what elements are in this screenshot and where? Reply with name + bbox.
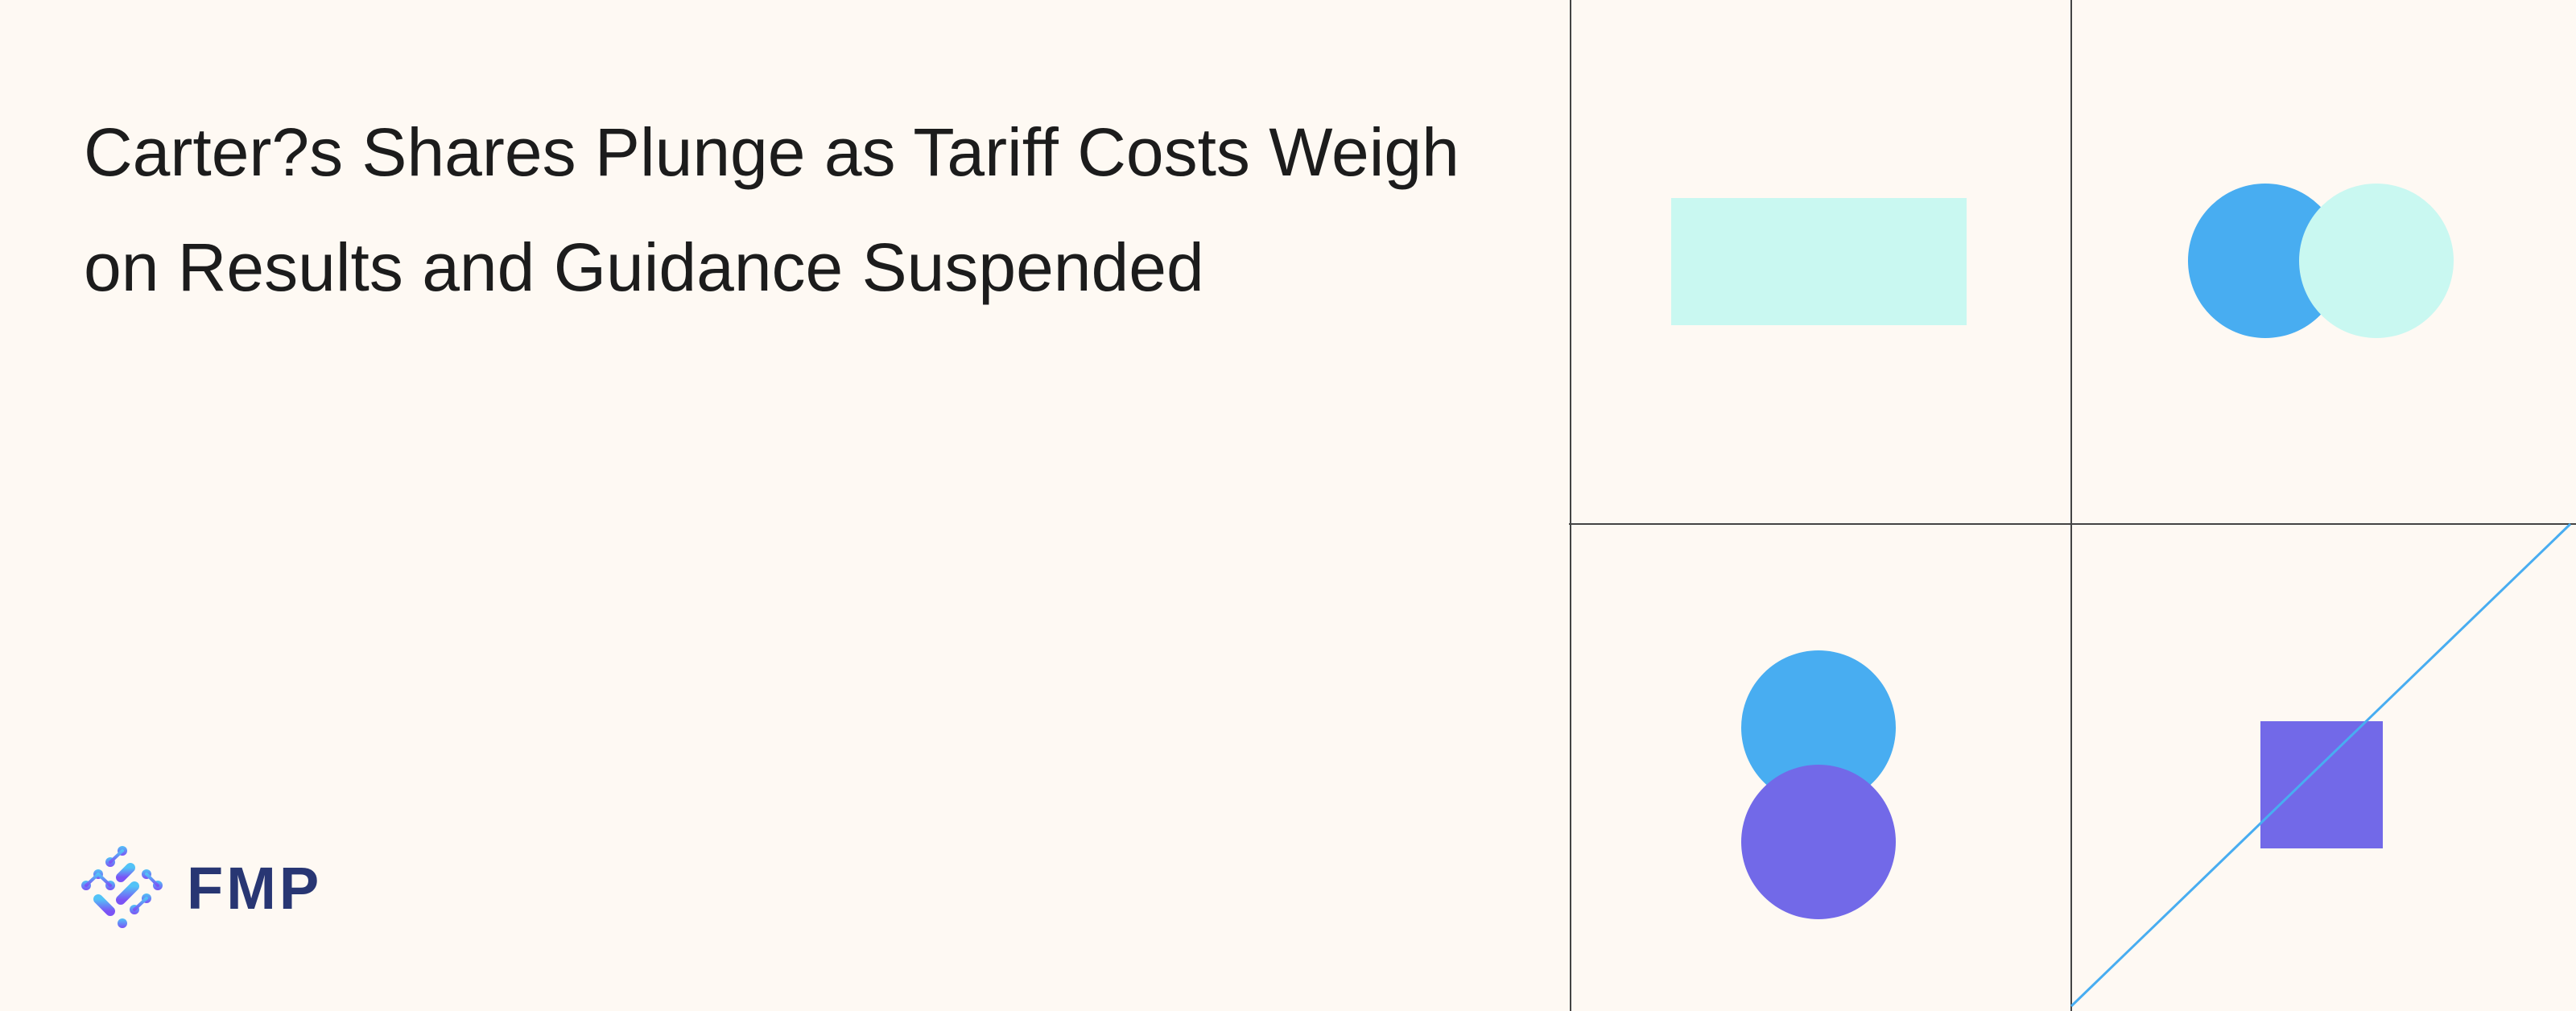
blue-circle-bottom (1741, 650, 1896, 805)
mint-circle-top (2299, 184, 2454, 338)
fmp-logo-text: FMP (187, 854, 323, 922)
blue-diagonal-line (2070, 522, 2572, 1008)
mint-rectangle (1671, 198, 1967, 325)
article-title: Carter?s Shares Plunge as Tariff Costs W… (84, 114, 1459, 305)
purple-square (2260, 721, 2383, 848)
fmp-logo-icon (81, 846, 163, 928)
purple-circle-bottom (1741, 765, 1896, 919)
blue-circle-top (2188, 184, 2343, 338)
fmp-logo: FMP (80, 845, 322, 931)
